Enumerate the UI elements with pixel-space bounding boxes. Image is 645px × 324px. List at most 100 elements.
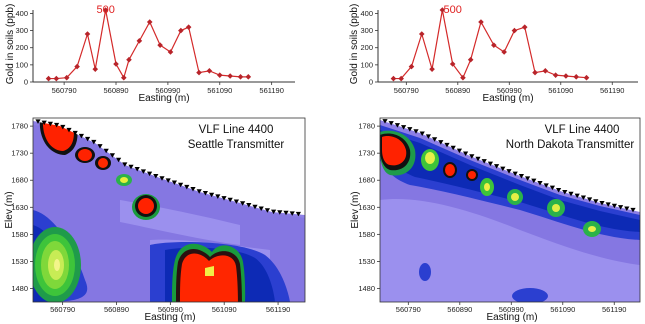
station-markers bbox=[35, 119, 301, 217]
y-axis-label: Gold in soils (ppb) bbox=[5, 4, 16, 85]
chart-title-line1: VLF Line 4400 bbox=[199, 124, 274, 136]
station-marker bbox=[599, 200, 605, 206]
station-marker bbox=[475, 156, 481, 162]
station-marker bbox=[518, 174, 524, 179]
station-marker bbox=[122, 162, 128, 167]
y-axis-label: Gold in soils (ppb) bbox=[349, 4, 360, 85]
x-tick-label: 561090 bbox=[550, 305, 575, 314]
station-marker bbox=[271, 209, 277, 215]
x-tick-label: 560990 bbox=[155, 86, 180, 95]
data-point bbox=[511, 27, 518, 34]
x-tick-label: 560990 bbox=[158, 305, 183, 314]
y-tick-label: 1480 bbox=[358, 284, 375, 293]
station-marker bbox=[611, 203, 617, 209]
data-point bbox=[563, 73, 569, 79]
x-tick-label: 560790 bbox=[394, 86, 419, 95]
data-point bbox=[120, 74, 127, 81]
station-marker bbox=[215, 194, 221, 199]
station-marker bbox=[209, 192, 215, 198]
y-tick-label: 300 bbox=[360, 26, 373, 35]
station-marker bbox=[543, 183, 549, 188]
station-marker bbox=[91, 139, 97, 145]
y-tick-label: 1680 bbox=[358, 176, 375, 185]
station-marker bbox=[593, 199, 599, 204]
vlf-section-north-dakota: 1480 1530 1580 1630 1680 1730 1780 560790 56089… bbox=[350, 117, 641, 323]
data-point bbox=[460, 74, 466, 81]
data-point bbox=[206, 68, 213, 74]
contour-field bbox=[33, 118, 305, 302]
series-line bbox=[393, 9, 587, 80]
chart-title-line2: Seattle Transmitter bbox=[188, 139, 285, 151]
y-tick-label: 1780 bbox=[11, 122, 28, 131]
station-marker bbox=[401, 125, 407, 130]
station-marker bbox=[41, 120, 47, 126]
y-tick-label: 1730 bbox=[358, 149, 375, 158]
x-tick-label: 561190 bbox=[266, 305, 290, 314]
x-tick-label: 561090 bbox=[212, 305, 237, 314]
y-tick-label: 400 bbox=[360, 9, 373, 18]
station-marker bbox=[277, 210, 283, 215]
data-point bbox=[532, 69, 538, 76]
x-axis-label: Easting (m) bbox=[486, 312, 537, 323]
station-marker bbox=[512, 171, 518, 177]
y-tick-label: 200 bbox=[360, 43, 373, 52]
x-axis-label: Easting (m) bbox=[482, 93, 533, 104]
data-point bbox=[552, 72, 559, 78]
data-point bbox=[92, 66, 99, 72]
plot-frame bbox=[379, 117, 641, 303]
station-marker bbox=[85, 136, 91, 142]
station-marker bbox=[618, 205, 624, 210]
data-point bbox=[167, 49, 174, 55]
y-tick-label: 100 bbox=[15, 60, 28, 69]
y-tick-label: 0 bbox=[24, 78, 28, 87]
station-marker bbox=[487, 161, 493, 167]
station-marker bbox=[630, 207, 636, 213]
data-point bbox=[449, 61, 456, 67]
x-tick-label: 560990 bbox=[499, 305, 524, 314]
x-tick-label: 561090 bbox=[207, 86, 232, 95]
plot-frame bbox=[32, 117, 306, 303]
station-marker bbox=[134, 167, 140, 172]
station-marker bbox=[500, 166, 506, 172]
data-point bbox=[467, 56, 474, 63]
y-tick-label: 1480 bbox=[11, 284, 28, 293]
data-point bbox=[227, 73, 233, 79]
x-tick-label: 560790 bbox=[396, 305, 421, 314]
data-point bbox=[573, 74, 580, 80]
station-marker bbox=[531, 178, 537, 184]
data-point bbox=[113, 61, 119, 67]
data-point bbox=[196, 69, 202, 76]
station-marker bbox=[221, 196, 227, 201]
data-point bbox=[136, 38, 143, 44]
x-tick-label: 560990 bbox=[497, 86, 522, 95]
station-marker bbox=[140, 169, 146, 174]
x-tick-label: 560890 bbox=[447, 305, 472, 314]
station-marker bbox=[35, 119, 41, 124]
y-tick-label: 400 bbox=[15, 9, 28, 18]
station-marker bbox=[171, 180, 177, 186]
station-marker bbox=[78, 133, 84, 139]
station-marker bbox=[97, 144, 103, 149]
y-tick-label: 300 bbox=[15, 26, 28, 35]
station-marker bbox=[202, 190, 208, 196]
data-point bbox=[583, 74, 590, 81]
station-marker bbox=[568, 191, 574, 197]
station-marker bbox=[624, 206, 630, 212]
station-marker bbox=[159, 176, 165, 181]
x-tick-label: 561190 bbox=[259, 86, 283, 95]
station-marker bbox=[178, 182, 184, 188]
station-marker bbox=[388, 121, 394, 126]
station-marker bbox=[295, 211, 301, 217]
station-marker bbox=[605, 202, 611, 207]
y-tick-label: 100 bbox=[360, 60, 373, 69]
data-point bbox=[185, 24, 192, 30]
data-point bbox=[501, 49, 507, 55]
y-tick-label: 0 bbox=[369, 78, 373, 87]
y-tick-label: 1780 bbox=[358, 122, 375, 131]
station-marker bbox=[580, 195, 586, 201]
station-marker bbox=[60, 124, 66, 130]
station-marker bbox=[190, 187, 196, 192]
chart-title-line1: VLF Line 4400 bbox=[545, 124, 620, 136]
station-markers bbox=[382, 119, 636, 213]
